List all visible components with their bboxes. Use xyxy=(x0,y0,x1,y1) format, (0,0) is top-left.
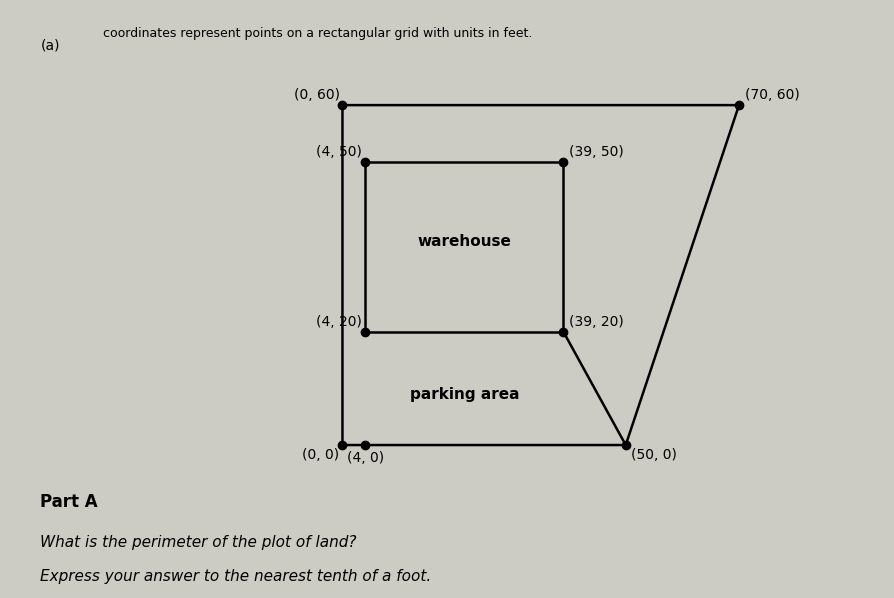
Text: Express your answer to the nearest tenth of a foot.: Express your answer to the nearest tenth… xyxy=(40,569,431,584)
Text: (0, 0): (0, 0) xyxy=(302,448,339,462)
Text: Part A: Part A xyxy=(40,493,97,511)
Text: (4, 50): (4, 50) xyxy=(316,145,362,159)
Text: (39, 50): (39, 50) xyxy=(569,145,623,159)
Text: coordinates represent points on a rectangular grid with units in feet.: coordinates represent points on a rectan… xyxy=(103,27,532,40)
Text: (70, 60): (70, 60) xyxy=(744,89,798,102)
Text: warehouse: warehouse xyxy=(417,234,510,249)
Text: (4, 0): (4, 0) xyxy=(346,451,384,465)
Text: (39, 20): (39, 20) xyxy=(569,315,623,329)
Text: (50, 0): (50, 0) xyxy=(630,448,677,462)
Text: What is the perimeter of the plot of land?: What is the perimeter of the plot of lan… xyxy=(40,535,357,550)
Text: (0, 60): (0, 60) xyxy=(293,89,339,102)
Text: parking area: parking area xyxy=(409,386,519,401)
Text: (4, 20): (4, 20) xyxy=(316,315,362,329)
Text: (a): (a) xyxy=(40,39,60,53)
